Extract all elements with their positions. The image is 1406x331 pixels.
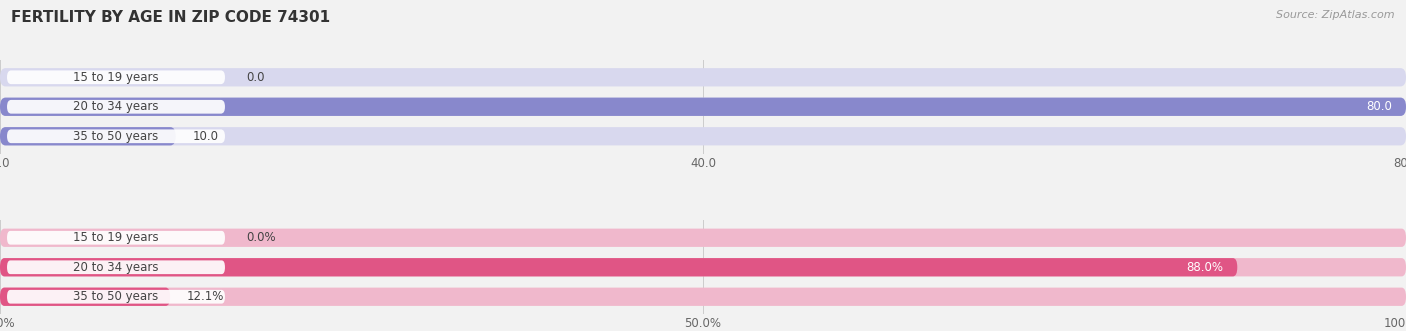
Text: 20 to 34 years: 20 to 34 years — [73, 261, 159, 274]
FancyBboxPatch shape — [0, 229, 1406, 247]
Text: FERTILITY BY AGE IN ZIP CODE 74301: FERTILITY BY AGE IN ZIP CODE 74301 — [11, 10, 330, 25]
Text: 12.1%: 12.1% — [187, 290, 225, 303]
FancyBboxPatch shape — [7, 260, 225, 274]
Text: Source: ZipAtlas.com: Source: ZipAtlas.com — [1277, 10, 1395, 20]
Text: 15 to 19 years: 15 to 19 years — [73, 71, 159, 84]
Text: 0.0: 0.0 — [246, 71, 264, 84]
FancyBboxPatch shape — [7, 290, 225, 304]
FancyBboxPatch shape — [0, 127, 1406, 145]
FancyBboxPatch shape — [0, 288, 170, 306]
Text: 10.0: 10.0 — [193, 130, 218, 143]
FancyBboxPatch shape — [0, 258, 1406, 276]
FancyBboxPatch shape — [0, 258, 1237, 276]
FancyBboxPatch shape — [0, 98, 1406, 116]
Text: 20 to 34 years: 20 to 34 years — [73, 100, 159, 113]
FancyBboxPatch shape — [0, 98, 1406, 116]
FancyBboxPatch shape — [7, 100, 225, 114]
Text: 15 to 19 years: 15 to 19 years — [73, 231, 159, 244]
Text: 35 to 50 years: 35 to 50 years — [73, 130, 159, 143]
Text: 88.0%: 88.0% — [1187, 261, 1223, 274]
Text: 0.0%: 0.0% — [246, 231, 276, 244]
Text: 35 to 50 years: 35 to 50 years — [73, 290, 159, 303]
Text: 80.0: 80.0 — [1367, 100, 1392, 113]
FancyBboxPatch shape — [7, 129, 225, 143]
FancyBboxPatch shape — [0, 127, 176, 145]
FancyBboxPatch shape — [0, 288, 1406, 306]
FancyBboxPatch shape — [7, 71, 225, 84]
FancyBboxPatch shape — [7, 231, 225, 245]
FancyBboxPatch shape — [0, 68, 1406, 86]
